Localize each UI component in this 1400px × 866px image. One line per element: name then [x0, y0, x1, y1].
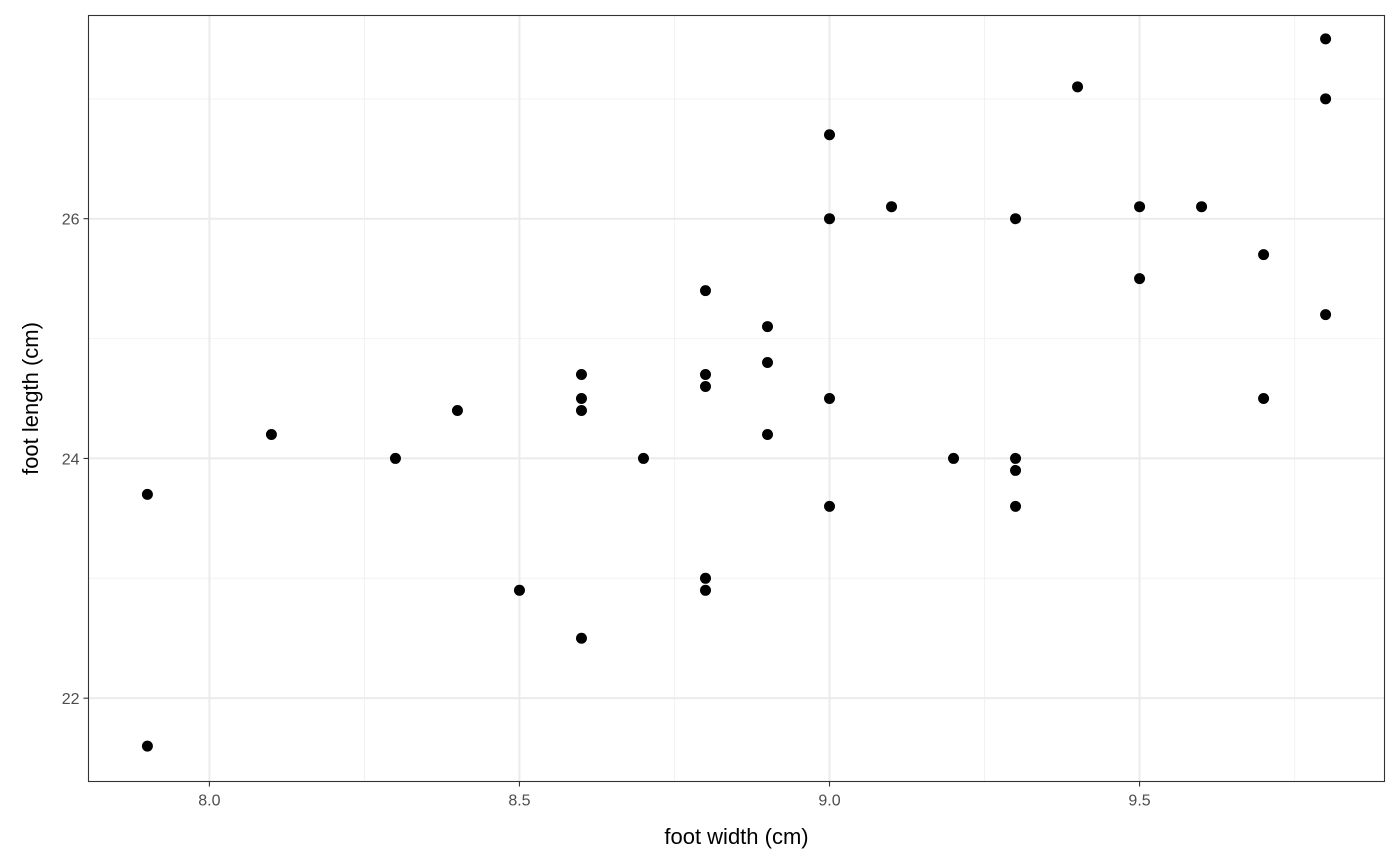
data-point: [1320, 93, 1332, 105]
data-point: [1010, 452, 1022, 464]
data-point: [824, 393, 836, 404]
data-point: [886, 201, 898, 213]
data-point: [389, 452, 401, 464]
data-point: [1196, 201, 1208, 213]
data-point: [699, 381, 711, 393]
data-point: [575, 393, 587, 404]
data-points: [141, 33, 1332, 752]
data-point: [1320, 309, 1332, 321]
data-point: [699, 572, 711, 584]
data-point: [1134, 273, 1146, 285]
data-point: [513, 584, 525, 596]
data-point: [451, 404, 463, 416]
data-point: [762, 428, 774, 440]
data-point: [699, 369, 711, 381]
data-point: [824, 500, 836, 512]
data-point: [637, 452, 649, 464]
x-tick-label: 8.0: [198, 793, 220, 810]
y-tick-label: 22: [62, 691, 80, 708]
data-point: [265, 428, 277, 440]
data-point: [824, 129, 836, 141]
axis-ticks: 8.0 8.5 9.0 9.5 22 24 26: [62, 212, 1151, 810]
y-axis-title: foot length (cm): [18, 322, 43, 475]
data-point: [575, 632, 587, 644]
data-point: [824, 213, 836, 225]
data-point: [1072, 81, 1084, 93]
data-point: [1258, 393, 1270, 404]
data-point: [575, 369, 587, 381]
data-point: [1010, 500, 1022, 512]
data-point: [1010, 213, 1022, 225]
data-point: [141, 488, 153, 500]
x-axis-title: foot width (cm): [664, 824, 808, 849]
data-point: [1320, 33, 1332, 45]
x-tick-label: 8.5: [508, 793, 530, 810]
data-point: [141, 740, 153, 752]
data-point: [699, 285, 711, 297]
data-point: [575, 404, 587, 416]
data-point: [762, 321, 774, 333]
data-point: [1258, 249, 1270, 261]
panel-border: [87, 14, 1386, 783]
data-point: [948, 452, 960, 464]
data-point: [762, 357, 774, 369]
data-point: [699, 584, 711, 596]
data-point: [1134, 201, 1146, 213]
y-tick-label: 26: [62, 212, 80, 229]
x-tick-label: 9.0: [818, 793, 840, 810]
x-tick-label: 9.5: [1128, 793, 1150, 810]
y-tick-label: 24: [62, 451, 80, 468]
data-point: [1010, 464, 1022, 476]
